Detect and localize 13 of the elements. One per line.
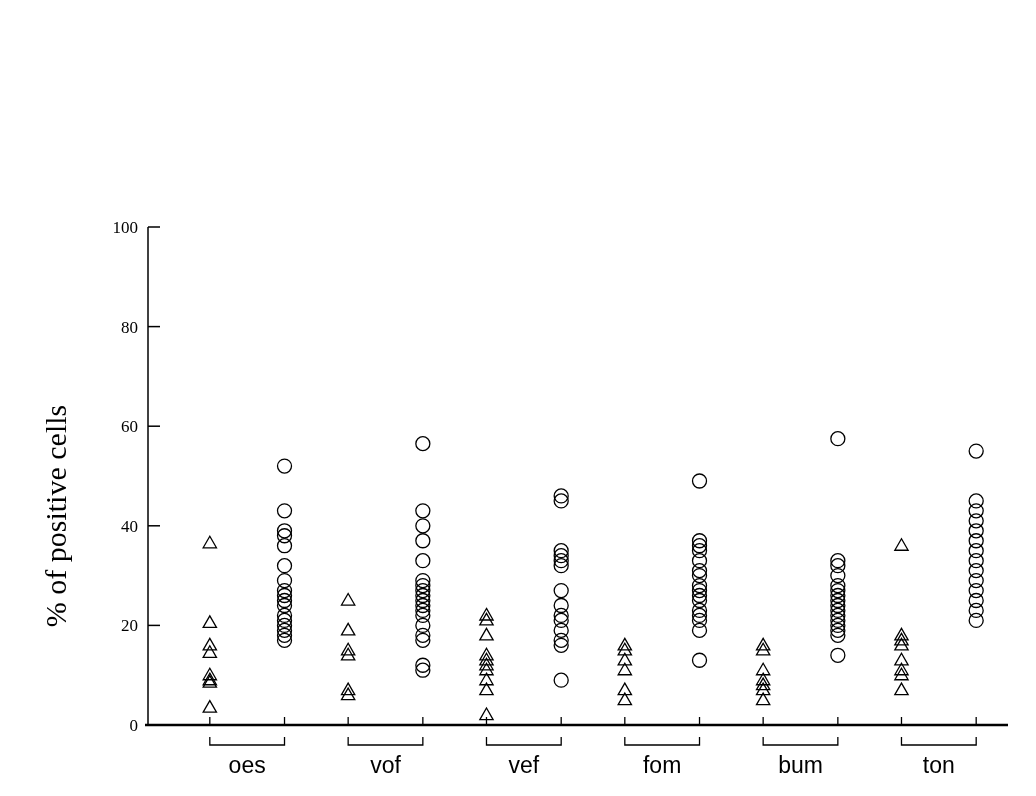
y-tick-label: 20	[121, 616, 138, 636]
x-tick-label: vof	[370, 752, 402, 778]
y-tick-label: 60	[121, 417, 138, 437]
y-axis-title: % of positive cells	[39, 404, 72, 628]
y-tick-label: 80	[121, 317, 138, 337]
y-tick-label: 100	[112, 217, 138, 237]
y-tick-label: 0	[129, 715, 138, 735]
x-tick-label: ton	[922, 752, 955, 778]
x-tick-label: oes	[228, 752, 266, 778]
x-tick-label: vef	[508, 752, 540, 778]
x-tick-label: bum	[778, 752, 823, 778]
y-tick-label: 40	[121, 516, 138, 536]
x-tick-label: fom	[642, 752, 682, 778]
